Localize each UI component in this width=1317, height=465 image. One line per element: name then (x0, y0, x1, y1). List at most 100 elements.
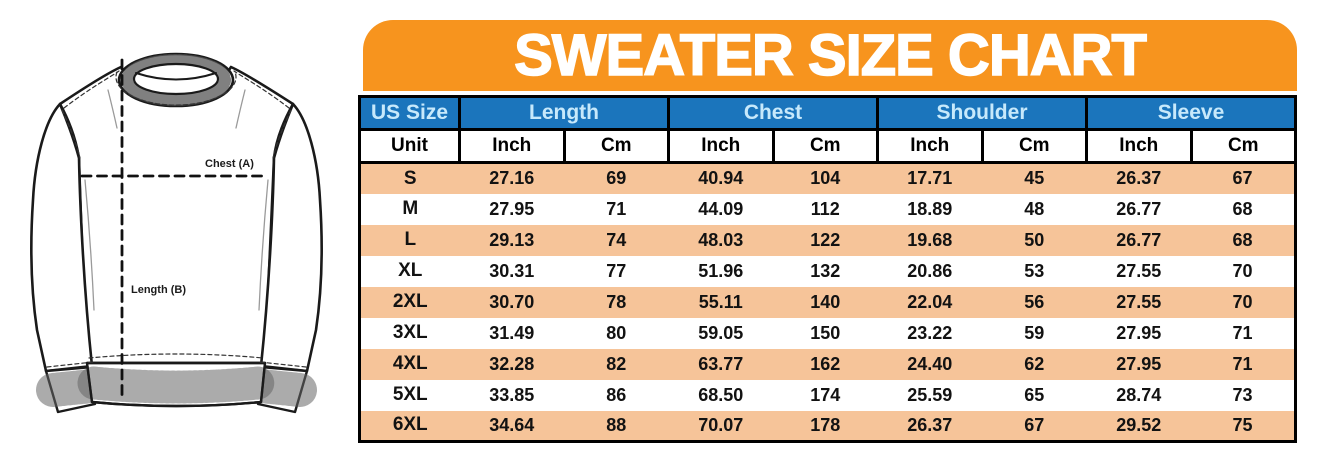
measurement-cell: 48.03 (698, 229, 744, 250)
size-row-XL: XL 30.31 77 51.96 132 20.86 53 27.55 70 (359, 255, 1296, 287)
measurement-cell: 51.96 (698, 260, 744, 281)
size-table: US Size Length Chest Shoulder Sleeve Uni… (358, 95, 1297, 443)
measurement-cell: 26.37 (1116, 168, 1162, 189)
measurement-cell: 71 (606, 198, 627, 219)
measurement-cell: 70.07 (698, 414, 744, 435)
measurement-cell: 18.89 (907, 198, 953, 219)
size-table-body: S 27.16 69 40.94 104 17.71 45 26.37 67 M 27.95 71 44… (359, 162, 1296, 442)
measurement-cell: 178 (810, 414, 841, 435)
size-label-cell: L (404, 229, 417, 250)
measurement-cell: 29.52 (1116, 414, 1162, 435)
size-label-cell: 4XL (392, 353, 428, 374)
column-group-us-size: US Size (358, 95, 461, 131)
measurement-cell: 122 (810, 229, 841, 250)
hem-outline (85, 361, 267, 408)
measurement-cell: 104 (810, 168, 841, 189)
measurement-cell: 40.94 (698, 168, 744, 189)
measurement-cell: 82 (606, 353, 627, 374)
size-row-4XL: 4XL 32.28 82 63.77 162 24.40 62 27.95 71 (359, 348, 1296, 380)
fold-lines (84, 89, 269, 311)
measurement-cell: 26.77 (1116, 198, 1162, 219)
measurement-cell: 69 (606, 168, 627, 189)
measurement-cell: 174 (810, 384, 841, 405)
measurement-cell: 27.16 (489, 168, 535, 189)
measurement-cell: 25.59 (907, 384, 953, 405)
measurement-cell: 27.95 (1116, 322, 1162, 343)
size-row-L: L 29.13 74 48.03 122 19.68 50 26.77 68 (359, 224, 1296, 256)
size-label-cell: S (403, 167, 417, 189)
measurement-cell: 86 (606, 384, 627, 405)
measurement-cell: 45 (1024, 168, 1045, 189)
measurement-cell: 20.86 (907, 260, 953, 281)
size-row-M: M 27.95 71 44.09 112 18.89 48 26.77 68 (359, 193, 1296, 225)
table-group-header-row: US Size Length Chest Shoulder Sleeve (358, 95, 1297, 131)
measurement-cell: 80 (606, 322, 627, 343)
measurement-cell: 150 (810, 322, 841, 343)
measurement-cell: 27.55 (1116, 291, 1162, 312)
table-unit-row: Unit Inch Cm Inch Cm Inch Cm Inch Cm (358, 129, 1297, 164)
unit-cell: Cm (980, 129, 1088, 164)
measurement-cell: 162 (810, 353, 841, 374)
measurement-cell: 24.40 (907, 353, 953, 374)
unit-cell: Inch (667, 129, 775, 164)
measurement-cell: 50 (1024, 229, 1045, 250)
chest-measure-label: Chest (A) (205, 158, 254, 170)
column-group-shoulder: Shoulder (876, 95, 1088, 131)
measurement-cell: 59.05 (698, 322, 744, 343)
measurement-cell: 63.77 (698, 353, 744, 374)
measurement-cell: 33.85 (489, 384, 535, 405)
seam-stitch-lines (46, 70, 307, 368)
measurement-cell: 78 (606, 291, 627, 312)
unit-cell: Cm (1189, 129, 1297, 164)
measurement-cell: 68.50 (698, 384, 744, 405)
size-row-3XL: 3XL 31.49 80 59.05 150 23.22 59 27.95 71 (359, 317, 1296, 349)
unit-cell: Cm (562, 129, 670, 164)
size-label-cell: 3XL (392, 322, 428, 343)
measurement-cell: 56 (1024, 291, 1045, 312)
unit-cell: Inch (458, 129, 566, 164)
measurement-cell: 19.68 (907, 229, 953, 250)
measurement-cell: 55.11 (698, 291, 743, 312)
back-collar-seam (135, 72, 217, 81)
sweater-diagram: Chest (A) Length (B) (30, 52, 323, 414)
measurement-cell: 132 (810, 260, 841, 281)
measurement-cell: 73 (1232, 384, 1253, 405)
column-group-chest: Chest (667, 95, 879, 131)
measurement-cell: 140 (810, 291, 841, 312)
size-label-cell: 2XL (392, 291, 428, 312)
measurement-cell: 44.09 (698, 198, 744, 219)
measurement-cell: 34.64 (489, 414, 535, 435)
size-row-2XL: 2XL 30.70 78 55.11 140 22.04 56 27.55 70 (359, 286, 1296, 318)
unit-cell: Cm (771, 129, 879, 164)
column-group-length: Length (458, 95, 670, 131)
measurement-cell: 88 (606, 414, 627, 435)
size-row-5XL: 5XL 33.85 86 68.50 174 25.59 65 28.74 73 (359, 379, 1296, 411)
size-label-cell: M (402, 198, 419, 219)
title-banner: SWEATER SIZE CHART (363, 20, 1297, 91)
measurement-cell: 74 (606, 229, 627, 250)
unit-cell: Unit (358, 129, 461, 164)
measurement-cell: 27.55 (1116, 260, 1162, 281)
measurement-cell: 48 (1024, 198, 1045, 219)
size-row-S: S 27.16 69 40.94 104 17.71 45 26.37 67 (359, 162, 1296, 194)
measurement-cell: 68 (1232, 198, 1253, 219)
measurement-cell: 22.04 (907, 291, 953, 312)
measurement-cell: 31.49 (489, 322, 535, 343)
measurement-cell: 70 (1232, 260, 1253, 281)
unit-cell: Inch (876, 129, 984, 164)
measurement-cell: 68 (1232, 229, 1253, 250)
measurement-cell: 59 (1024, 322, 1045, 343)
measurement-cell: 17.71 (907, 168, 953, 189)
measurement-cell: 29.13 (489, 229, 535, 250)
measurement-cell: 28.74 (1116, 384, 1162, 405)
measurement-cell: 53 (1024, 260, 1045, 281)
measurement-cell: 32.28 (489, 353, 535, 374)
column-group-sleeve: Sleeve (1085, 95, 1297, 131)
measurement-cell: 30.70 (489, 291, 535, 312)
measurement-cell: 70 (1232, 291, 1253, 312)
measurement-cell: 67 (1024, 414, 1045, 435)
measurement-cell: 75 (1232, 414, 1253, 435)
measurement-cell: 27.95 (489, 198, 535, 219)
measurement-cell: 27.95 (1116, 353, 1162, 374)
